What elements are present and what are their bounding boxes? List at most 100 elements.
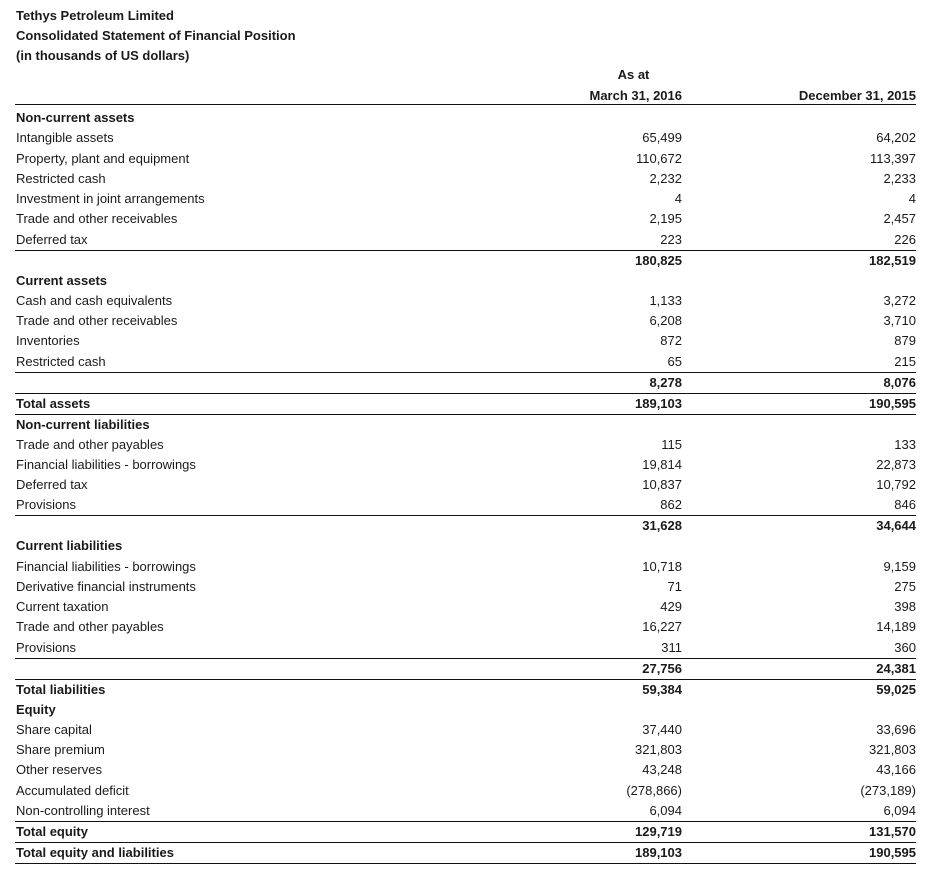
table-row: Current assets [15, 271, 916, 291]
statement-title: Consolidated Statement of Financial Posi… [16, 28, 296, 43]
value-march-2016: 8,278 [465, 371, 682, 393]
row-label [15, 371, 465, 393]
table-row: Deferred tax 10,837 10,792 [15, 475, 916, 495]
value-march-2016 [465, 414, 682, 435]
value-march-2016: 110,672 [635, 150, 682, 166]
value-march-2016: 6,094 [649, 802, 682, 818]
table-row: Provisions 862 846 [15, 495, 916, 516]
table-row: Restricted cash 65 215 [15, 352, 916, 373]
table-row: Equity [15, 700, 916, 720]
row-label: Provisions [16, 639, 76, 655]
row-label [15, 657, 465, 679]
table-row: Current taxation 429 398 [15, 597, 916, 617]
table-row: Financial liabilities - borrowings 19,814… [15, 455, 916, 475]
value-march-2016: 4 [674, 191, 682, 207]
value-december-2015: 226 [894, 231, 916, 247]
table-row: Investment in joint arrangements 4 4 [15, 189, 916, 209]
value-march-2016: 43,248 [642, 762, 682, 778]
table-row: Financial liabilities - borrowings 10,718… [15, 557, 916, 577]
table-row: Total equity 129,719 131,570 [15, 820, 916, 843]
value-december-2015 [682, 271, 916, 291]
subtotal-row: 180,825 182,519 [15, 249, 916, 271]
row-label: Non-current assets [16, 110, 135, 126]
row-label: Non-current liabilities [16, 416, 150, 432]
value-december-2015: 3,272 [883, 292, 916, 308]
value-december-2015: 8,076 [682, 371, 916, 393]
table-row: Restricted cash 2,232 2,233 [15, 169, 916, 189]
value-december-2015: 24,381 [682, 657, 916, 679]
value-december-2015: 275 [894, 578, 916, 594]
value-march-2016: 189,103 [465, 841, 682, 864]
value-march-2016: 31,628 [465, 515, 682, 537]
value-december-2015: 4 [908, 191, 916, 207]
value-december-2015: 22,873 [876, 456, 916, 472]
table-row: Non-controlling interest 6,094 6,094 [15, 801, 916, 822]
table-row: Trade and other receivables 6,208 3,710 [15, 311, 916, 331]
value-december-2015: 113,397 [869, 150, 916, 166]
table-row: Non-current assets [15, 108, 916, 128]
table-row: Inventories 872 879 [15, 331, 916, 351]
row-label: Trade and other payables [16, 436, 164, 452]
row-label: Accumulated deficit [16, 782, 129, 798]
value-december-2015: 59,025 [682, 678, 916, 700]
row-label: Restricted cash [16, 353, 106, 369]
value-december-2015 [682, 700, 916, 720]
row-label: Cash and cash equivalents [16, 292, 173, 308]
value-december-2015: 2,233 [883, 170, 916, 186]
value-december-2015: 3,710 [883, 313, 916, 329]
value-march-2016: 71 [667, 578, 682, 594]
row-label [15, 249, 465, 271]
value-march-2016 [465, 271, 682, 291]
value-december-2015: 360 [894, 639, 916, 655]
value-march-2016 [465, 536, 682, 556]
value-december-2015: 846 [894, 497, 916, 513]
value-december-2015: 398 [894, 599, 916, 615]
row-label: Other reserves [16, 762, 102, 778]
row-label: Intangible assets [16, 130, 114, 146]
value-march-2016: 872 [660, 333, 682, 349]
value-december-2015: 190,595 [682, 841, 916, 864]
value-march-2016: 19,814 [642, 456, 682, 472]
row-label: Trade and other receivables [16, 211, 178, 227]
value-march-2016: 65,499 [642, 130, 682, 146]
column-header-march-2016: March 31, 2016 [589, 88, 682, 103]
table-row: Share capital 37,440 33,696 [15, 720, 916, 740]
column-header-december-2015: December 31, 2015 [798, 88, 916, 103]
row-label: Trade and other payables [16, 619, 164, 635]
value-march-2016: 129,719 [465, 820, 682, 843]
financial-position-table: Non-current assets Intangible assets 65,49… [15, 108, 916, 864]
value-march-2016 [465, 700, 682, 720]
value-march-2016: 2,195 [649, 211, 682, 227]
row-label: Financial liabilities - borrowings [16, 558, 196, 574]
value-march-2016: (278,866) [626, 782, 682, 798]
value-december-2015: 34,644 [682, 515, 916, 537]
row-label: Deferred tax [16, 231, 88, 247]
value-december-2015: 2,457 [883, 211, 916, 227]
table-row: Non-current liabilities [15, 414, 916, 435]
value-december-2015: 190,595 [682, 392, 916, 415]
subtotal-row: 31,628 34,644 [15, 515, 916, 537]
row-label: Derivative financial instruments [16, 578, 196, 594]
row-label: Property, plant and equipment [16, 150, 190, 166]
table-row: Accumulated deficit (278,866) (273,189) [15, 781, 916, 801]
value-march-2016 [465, 108, 682, 128]
table-row: Provisions 311 360 [15, 638, 916, 659]
value-december-2015 [682, 414, 916, 435]
row-label: Inventories [16, 333, 80, 349]
value-march-2016: 65 [667, 353, 682, 369]
table-row: Other reserves 43,248 43,166 [15, 760, 916, 780]
value-march-2016: 37,440 [642, 721, 682, 737]
value-march-2016: 223 [660, 231, 682, 247]
table-row: Total liabilities 59,384 59,025 [15, 678, 916, 700]
row-label: Total equity [15, 820, 465, 843]
table-row: Current liabilities [15, 536, 916, 556]
row-label: Equity [16, 701, 56, 717]
table-row: Trade and other payables 115 133 [15, 435, 916, 455]
row-label: Financial liabilities - borrowings [16, 456, 196, 472]
value-december-2015: 43,166 [876, 762, 916, 778]
row-label: Total liabilities [15, 678, 465, 700]
row-label: Trade and other receivables [16, 313, 178, 329]
value-march-2016: 862 [660, 497, 682, 513]
table-row: Intangible assets 65,499 64,202 [15, 128, 916, 148]
value-december-2015: 321,803 [869, 742, 916, 758]
